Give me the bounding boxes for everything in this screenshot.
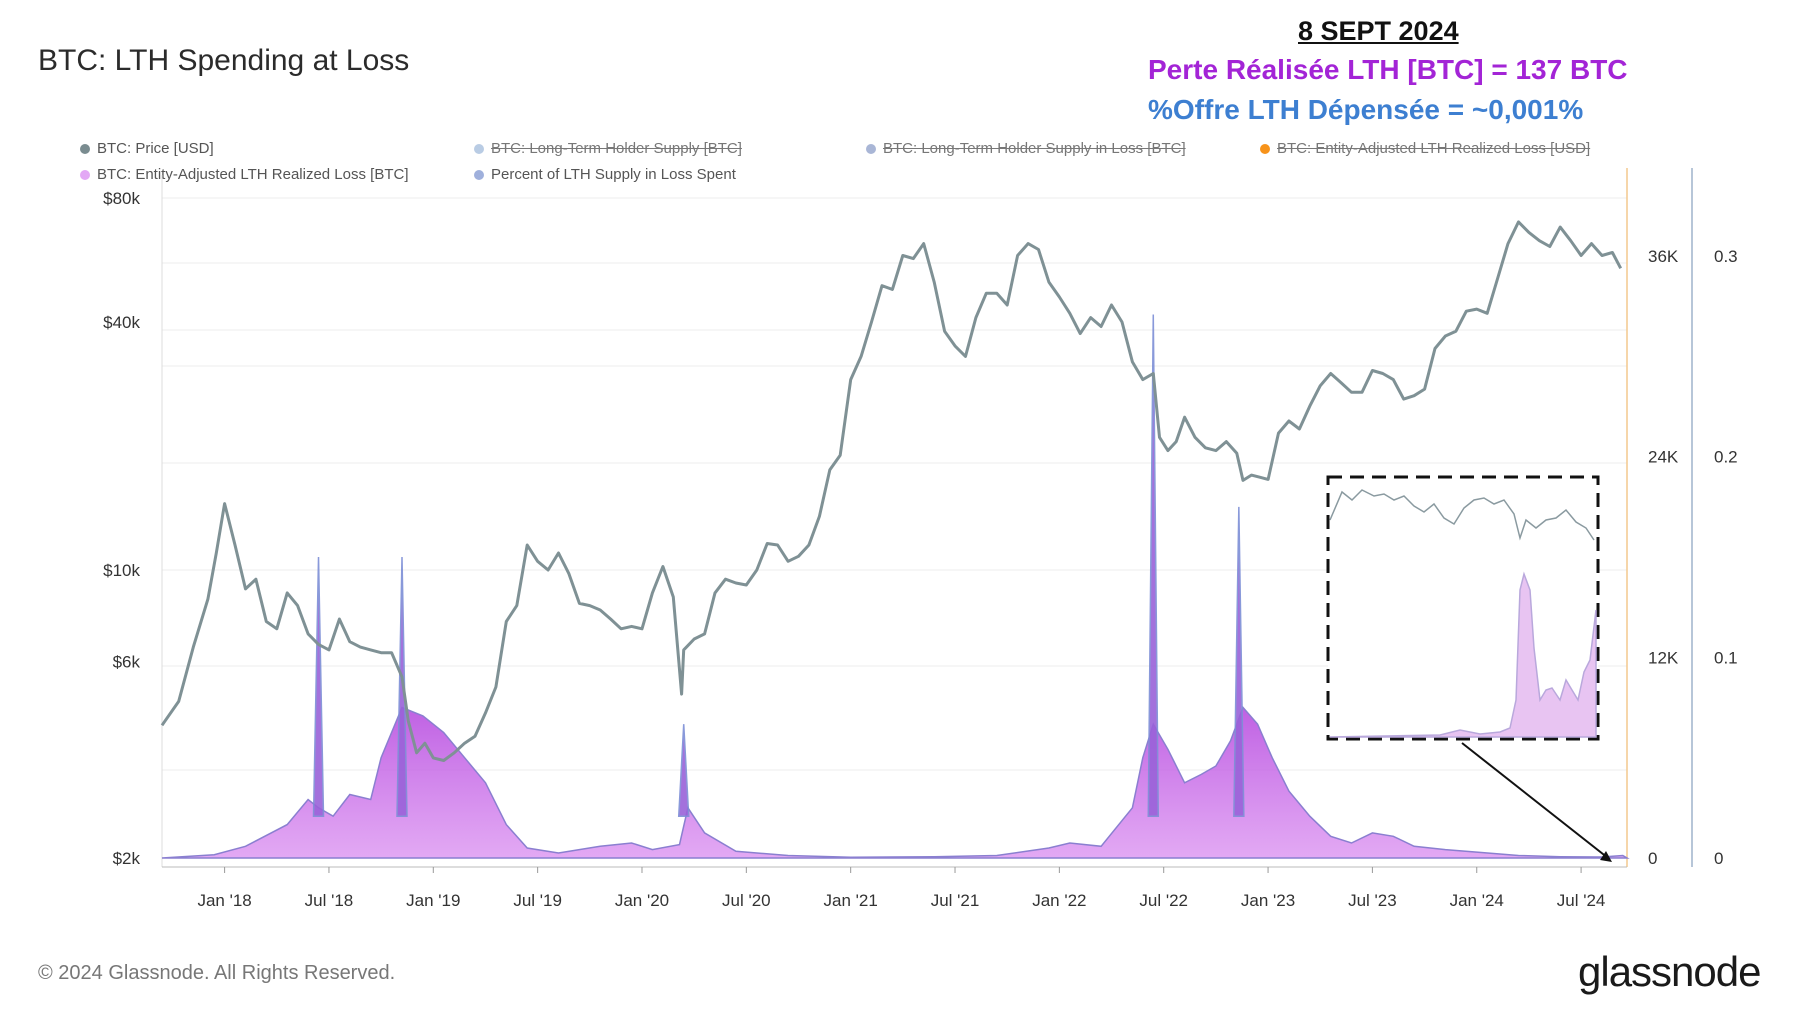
- y-mid-tick-label: 36K: [1648, 247, 1679, 266]
- inset-pointer-arrowhead: [1600, 851, 1612, 862]
- legend-label-realized-loss-usd: BTC: Entity-Adjusted LTH Realized Loss […: [1277, 140, 1591, 157]
- y-mid-tick-label: 24K: [1648, 448, 1679, 467]
- y-right-tick-label: 0.1: [1714, 648, 1738, 667]
- legend-swatch-lth-supply-loss: [866, 143, 876, 154]
- realized-loss-spike: [312, 556, 325, 817]
- inset-price-line: [1329, 489, 1595, 541]
- realized-loss-spike: [1233, 506, 1245, 817]
- x-tick-label: Jul '21: [931, 891, 980, 910]
- legend-swatch-lth-supply: [474, 143, 484, 154]
- annotation-lth-realized-loss: Perte Réalisée LTH [BTC] = 137 BTC: [1148, 54, 1628, 85]
- legend-swatch-price: [80, 143, 90, 154]
- realized-loss-area-path: [161, 706, 1630, 859]
- x-tick-label: Jan '20: [615, 891, 669, 910]
- legend-label-lth-supply: BTC: Long-Term Holder Supply [BTC]: [491, 140, 742, 157]
- legend-label-realized-loss-btc: BTC: Entity-Adjusted LTH Realized Loss […: [97, 166, 409, 183]
- y-mid-tick-label: 12K: [1648, 648, 1679, 667]
- inset-zoom: [1326, 475, 1612, 862]
- glassnode-logo: glassnode: [1578, 948, 1761, 995]
- x-tick-label: Jan '21: [824, 891, 878, 910]
- x-axis: Jan '18 Jul '18 Jan '19 Jul '19 Jan '20 Jul '…: [197, 867, 1605, 910]
- y-axis-left: $80k $40k $10k $6k $2k: [103, 189, 140, 868]
- legend-swatch-realized-loss-btc: [80, 169, 90, 180]
- y-right-tick-label: 0.3: [1714, 247, 1738, 266]
- realized-loss-spike: [1147, 314, 1160, 817]
- annotation-date: 8 SEPT 2024: [1298, 16, 1459, 46]
- y-right-tick-label: 0: [1714, 849, 1723, 868]
- legend-item-lth-supply[interactable]: BTC: Long-Term Holder Supply [BTC]: [474, 140, 742, 157]
- legend-label-price: BTC: Price [USD]: [97, 140, 214, 157]
- y-axis-mid: 36K 24K 12K 0: [1648, 247, 1679, 868]
- x-tick-label: Jul '19: [513, 891, 562, 910]
- realized-loss-spikes: [312, 314, 1245, 817]
- y-left-tick-label: $2k: [113, 849, 141, 868]
- inset-pointer-arrow: [1461, 742, 1609, 859]
- y-left-tick-label: $6k: [113, 652, 141, 671]
- legend-swatch-pct-supply-spent: [474, 169, 484, 180]
- y-mid-tick-label: 0: [1648, 849, 1657, 868]
- x-tick-label: Jan '18: [197, 891, 251, 910]
- grid-lines: [162, 197, 1627, 771]
- legend-label-pct-supply-spent: Percent of LTH Supply in Loss Spent: [491, 166, 736, 183]
- legend-item-pct-supply-spent[interactable]: Percent of LTH Supply in Loss Spent: [474, 166, 736, 183]
- y-left-tick-label: $10k: [103, 561, 140, 580]
- x-tick-label: Jan '22: [1032, 891, 1086, 910]
- y-axis-right: 0.3 0.2 0.1 0: [1714, 247, 1738, 868]
- x-tick-label: Jul '23: [1348, 891, 1397, 910]
- y-left-tick-label: $40k: [103, 313, 140, 332]
- x-tick-label: Jul '18: [305, 891, 354, 910]
- legend-label-lth-supply-loss: BTC: Long-Term Holder Supply in Loss [BT…: [883, 140, 1186, 157]
- y-left-tick-label: $80k: [103, 189, 140, 208]
- annotation-lth-supply-spent: %Offre LTH Dépensée = ~0,001%: [1148, 94, 1584, 125]
- x-tick-label: Jan '19: [406, 891, 460, 910]
- footer-copyright: © 2024 Glassnode. All Rights Reserved.: [38, 962, 396, 984]
- chart-legend: BTC: Price [USD] BTC: Long-Term Holder S…: [80, 140, 1640, 190]
- chart-title: BTC: LTH Spending at Loss: [38, 44, 410, 77]
- legend-item-realized-loss-usd[interactable]: BTC: Entity-Adjusted LTH Realized Loss […: [1260, 140, 1590, 157]
- x-tick-label: Jul '22: [1139, 891, 1188, 910]
- realized-loss-area: [161, 706, 1630, 859]
- x-tick-label: Jul '20: [722, 891, 771, 910]
- x-tick-label: Jan '23: [1241, 891, 1295, 910]
- price-line: [160, 220, 1623, 762]
- legend-item-lth-supply-loss[interactable]: BTC: Long-Term Holder Supply in Loss [BT…: [866, 140, 1186, 157]
- x-tick-label: Jul '24: [1557, 891, 1606, 910]
- legend-swatch-realized-loss-usd: [1260, 143, 1270, 154]
- legend-item-realized-loss-btc[interactable]: BTC: Entity-Adjusted LTH Realized Loss […: [80, 166, 409, 183]
- inset-loss-area: [1329, 571, 1597, 738]
- realized-loss-spike: [677, 724, 690, 817]
- y-right-tick-label: 0.2: [1714, 448, 1738, 467]
- legend-item-price[interactable]: BTC: Price [USD]: [80, 140, 214, 157]
- x-tick-label: Jan '24: [1450, 891, 1504, 910]
